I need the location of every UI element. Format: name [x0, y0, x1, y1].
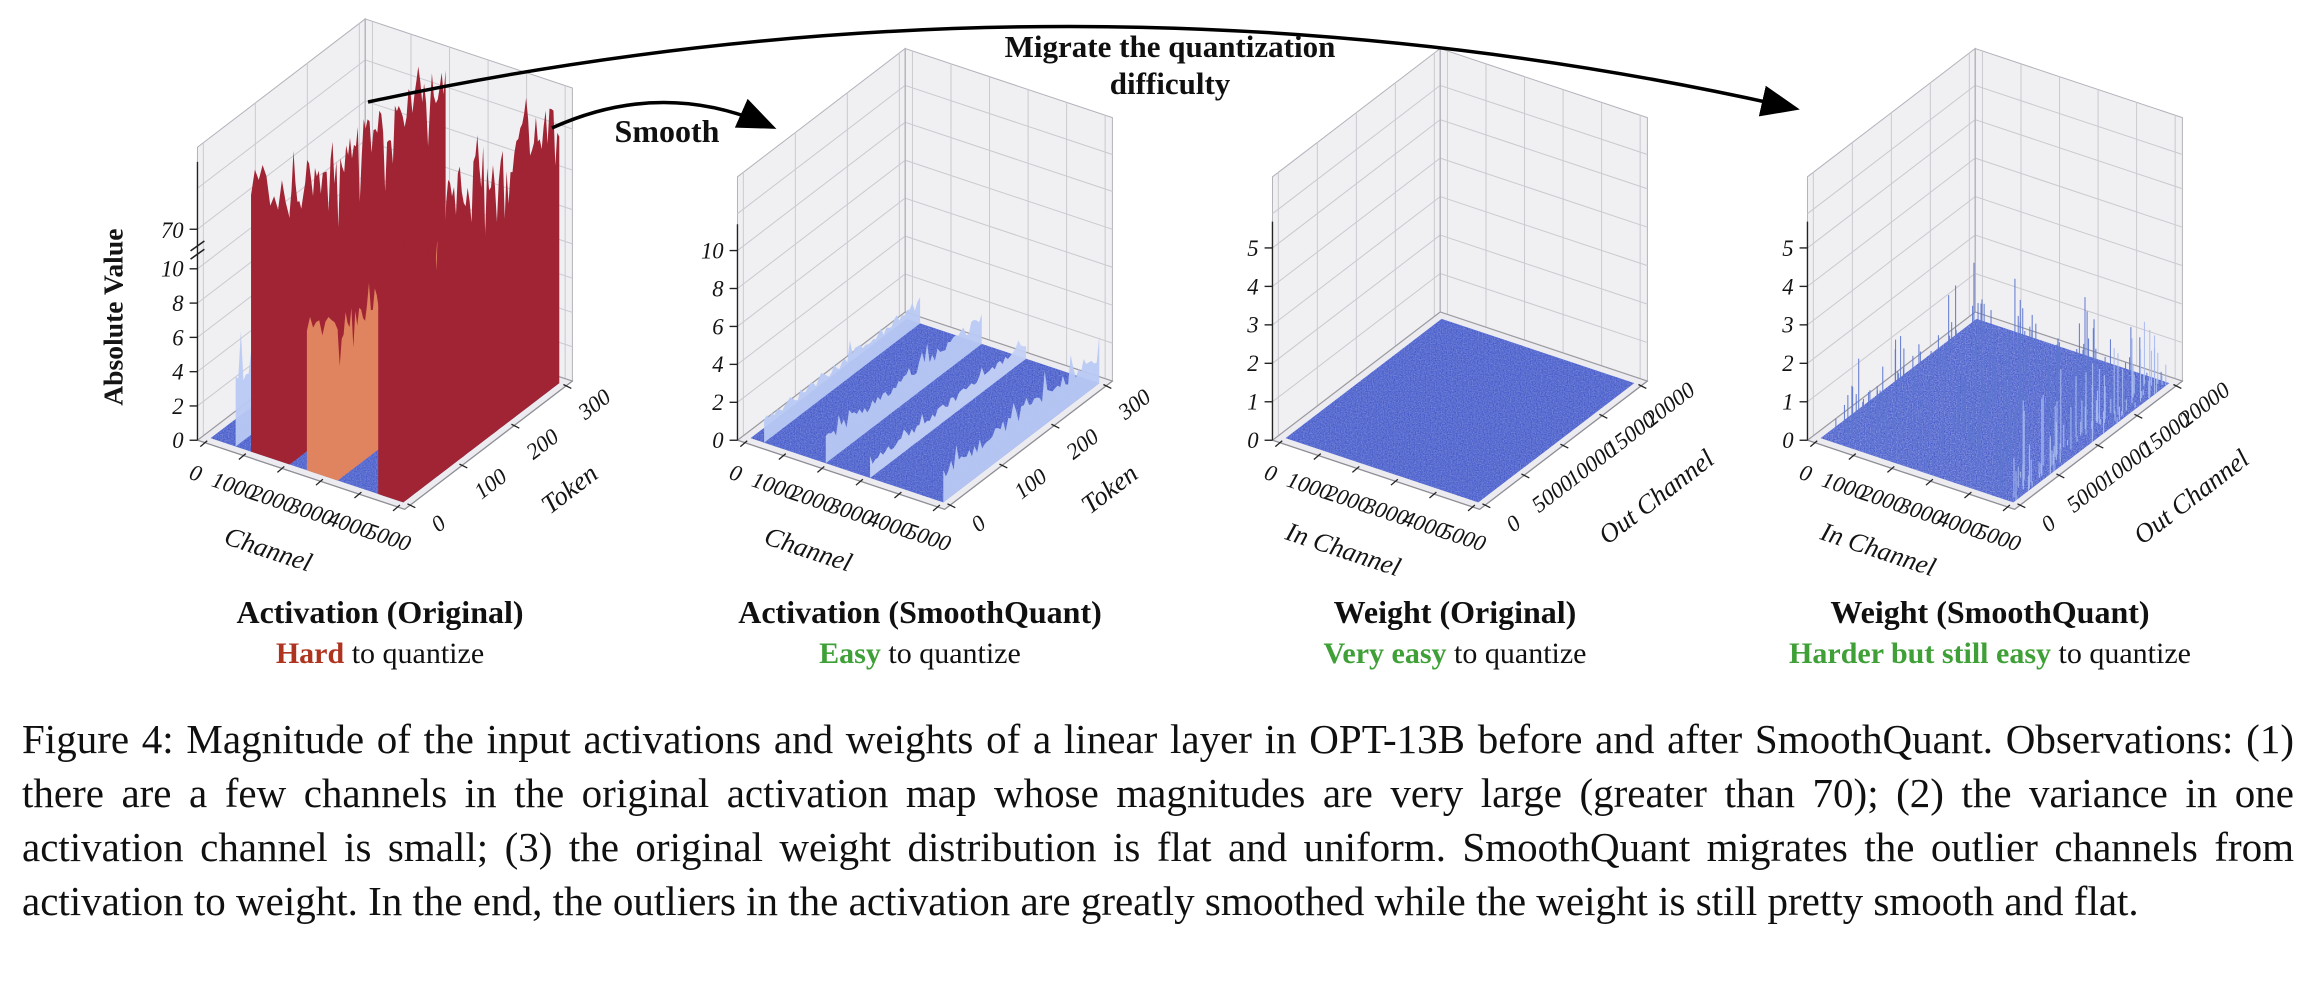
plot-title: Weight (Original): [1333, 594, 1577, 630]
x-tick-label: 5000: [903, 518, 955, 556]
y-tick-label: 20000: [2174, 377, 2235, 432]
plot-title: Activation (Original): [236, 594, 524, 630]
plot-verdict: Harder but still easy to quantize: [1690, 637, 2290, 671]
x-axis-label: Channel: [761, 521, 856, 578]
z-tick-label: 6: [172, 325, 184, 350]
z-tick-label: 8: [172, 291, 184, 316]
y-tick-label: 100: [469, 463, 512, 504]
plot-caption-weight-smoothquant: Weight (SmoothQuant) Harder but still ea…: [1690, 594, 2290, 671]
z-tick-label: 6: [712, 314, 724, 339]
z-tick-label: 3: [1781, 313, 1793, 338]
verdict-rest: to quantize: [880, 636, 1021, 670]
plot-title: Weight (SmoothQuant): [1830, 594, 2150, 630]
y-tick-label: 100: [1009, 463, 1052, 504]
x-axis-label: Channel: [221, 521, 316, 578]
migrate-difficulty-label: Migrate the quantization difficulty: [1004, 29, 1336, 102]
z-tick-label: 0: [1782, 428, 1794, 453]
z-tick-label: 0: [1247, 428, 1259, 453]
z-tick-label: 2: [1247, 351, 1258, 376]
x-tick-label: 0: [186, 459, 205, 487]
z-tick-label: 1: [1782, 390, 1793, 415]
z-tick-label: 8: [712, 276, 724, 301]
x-tick-label: 5000: [1438, 518, 1490, 556]
x-tick-label: 0: [1796, 459, 1815, 487]
y-tick-label: 200: [1061, 423, 1104, 464]
smooth-label: Smooth: [614, 113, 720, 149]
z-tick-label: 3: [1246, 313, 1258, 338]
z-tick-label: 4: [712, 352, 723, 377]
verdict-emphasis: Easy: [819, 636, 881, 670]
z-axis-label: Absolute Value: [97, 229, 128, 406]
z-tick-label: 2: [1782, 351, 1793, 376]
x-tick-label: 0: [726, 459, 745, 487]
verdict-rest: to quantize: [2051, 636, 2191, 670]
x-axis-label: In Channel: [1816, 516, 1939, 582]
plot-caption-weight-original: Weight (Original) Very easy to quantize: [1155, 594, 1755, 671]
verdict-emphasis: Very easy: [1323, 636, 1447, 670]
figure-caption: Figure 4: Magnitude of the input activat…: [22, 716, 2294, 925]
plot-verdict: Easy to quantize: [620, 637, 1220, 671]
plot-verdict: Very easy to quantize: [1155, 637, 1755, 671]
plot-caption-activation-original: Activation (Original) Hard to quantize: [80, 594, 680, 671]
z-top-tick-label: 70: [161, 218, 184, 243]
z-tick-label: 2: [712, 390, 723, 415]
x-tick-label: 5000: [363, 518, 415, 556]
z-tick-label: 4: [1782, 274, 1793, 299]
z-tick-label: 4: [1247, 274, 1258, 299]
plot-title: Activation (SmoothQuant): [738, 594, 1102, 630]
y-axis-label: Token: [1075, 458, 1143, 520]
y-tick-label: 0: [1501, 510, 1526, 537]
y-axis-label: Token: [535, 458, 603, 520]
z-tick-label: 1: [1247, 390, 1258, 415]
plot-verdict: Hard to quantize: [80, 637, 680, 671]
verdict-rest: to quantize: [344, 636, 485, 670]
plot-caption-activation-smoothquant: Activation (SmoothQuant) Easy to quantiz…: [620, 594, 1220, 671]
x-axis-label: In Channel: [1281, 516, 1404, 582]
z-tick-label: 10: [701, 238, 724, 263]
z-tick-label: 0: [172, 428, 184, 453]
x-tick-label: 5000: [1973, 518, 2025, 556]
verdict-emphasis: Harder but still easy: [1789, 636, 2051, 670]
y-tick-label: 0: [966, 510, 991, 537]
z-tick-label: 5: [1247, 236, 1258, 261]
z-tick-label: 4: [172, 360, 183, 385]
x-tick-label: 0: [1261, 459, 1280, 487]
y-tick-label: 0: [426, 510, 451, 537]
verdict-emphasis: Hard: [275, 636, 345, 670]
y-tick-label: 200: [521, 423, 564, 464]
z-tick-label: 10: [161, 257, 184, 282]
z-tick-label: 0: [712, 428, 724, 453]
verdict-rest: to quantize: [1446, 636, 1587, 670]
z-tick-label: 5: [1782, 236, 1793, 261]
y-tick-label: 0: [2036, 510, 2061, 537]
z-tick-label: 2: [172, 394, 183, 419]
